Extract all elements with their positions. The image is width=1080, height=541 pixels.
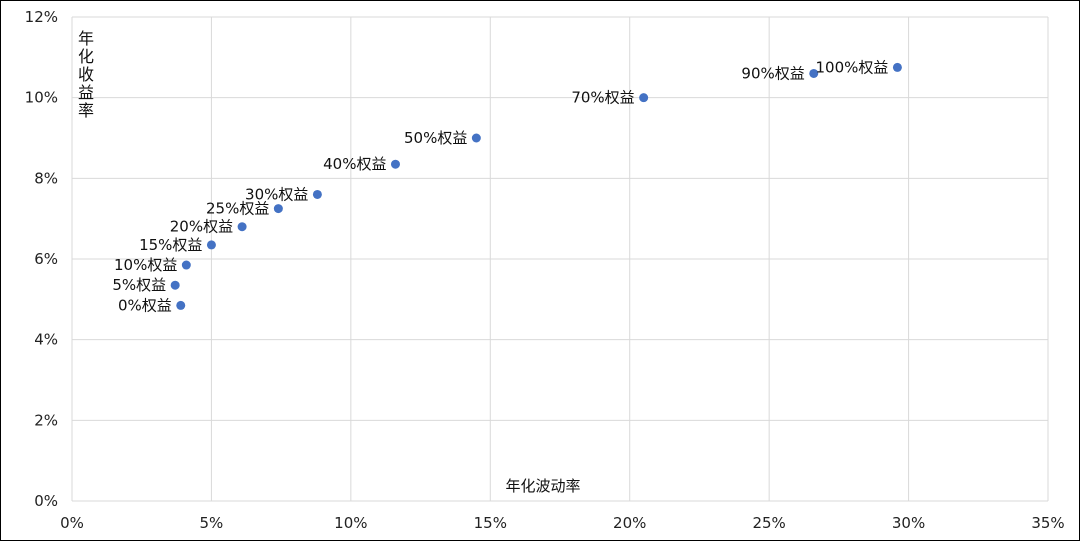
data-label: 90%权益 [741, 64, 804, 82]
data-label: 20%权益 [170, 218, 233, 236]
x-tick-label: 20% [613, 514, 646, 532]
data-point [312, 189, 322, 199]
data-label: 0%权益 [118, 296, 172, 314]
data-label: 5%权益 [112, 276, 166, 294]
y-tick-label: 12% [25, 8, 58, 26]
data-point [176, 300, 186, 310]
data-label: 30%权益 [245, 185, 308, 203]
x-axis-title: 年化波动率 [505, 477, 580, 495]
data-label: 70%权益 [571, 89, 634, 107]
grid [71, 16, 1049, 502]
x-tick-label: 35% [1031, 514, 1064, 532]
data-label: 50%权益 [404, 129, 467, 147]
y-tick-label: 0% [34, 492, 58, 510]
data-point [809, 68, 819, 78]
data-point [471, 133, 481, 143]
y-tick-label: 10% [25, 89, 58, 107]
y-tick-label: 6% [34, 250, 58, 268]
data-label: 100%权益 [816, 58, 889, 76]
data-point [639, 93, 649, 103]
x-tick-label: 15% [474, 514, 507, 532]
data-point [390, 159, 400, 169]
y-tick-label: 8% [34, 169, 58, 187]
x-tick-label: 25% [752, 514, 785, 532]
tick-labels: 0% 5% 10% 15% 20% 25% 30% 35% 0% 2% 4% 6% 8% 10% 12% [25, 8, 1065, 532]
y-axis-title: 年化收益率 [77, 29, 94, 120]
x-tick-label: 10% [334, 514, 367, 532]
data-point [237, 222, 247, 232]
data-point [181, 260, 191, 270]
data-point [273, 204, 283, 214]
y-tick-label: 4% [34, 331, 58, 349]
data-label: 40%权益 [323, 155, 386, 173]
data-point [170, 280, 180, 290]
data-point [892, 62, 902, 72]
y-tick-label: 2% [34, 411, 58, 429]
x-tick-label: 0% [60, 514, 84, 532]
x-tick-label: 5% [200, 514, 224, 532]
data-label: 25%权益 [206, 200, 269, 218]
data-points [170, 62, 902, 310]
data-label: 10%权益 [114, 256, 177, 274]
data-point [206, 240, 216, 250]
x-tick-label: 30% [892, 514, 925, 532]
data-label: 15%权益 [139, 236, 202, 254]
